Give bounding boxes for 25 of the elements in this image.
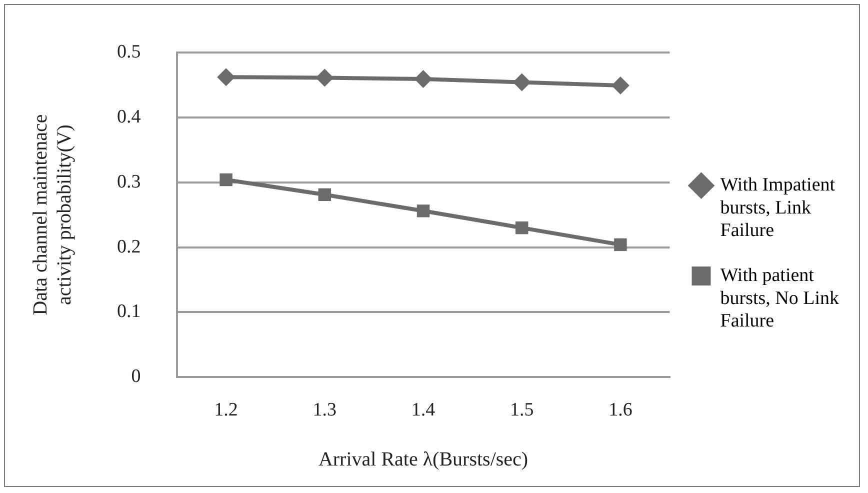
- point: [611, 76, 630, 95]
- point: [316, 68, 334, 87]
- y-tick-label: 0.1: [117, 301, 141, 322]
- y-axis-title: Data channel maintenace activity probability(V): [29, 114, 76, 316]
- y-tick-label: 0.2: [117, 236, 141, 258]
- y-tick-label: 0.4: [117, 106, 142, 128]
- y-tick-label: 0.5: [117, 41, 141, 62]
- point: [512, 73, 531, 92]
- point: [416, 204, 430, 218]
- x-tick-label: 1.6: [608, 400, 632, 421]
- x-tick-label: 1.5: [510, 400, 534, 421]
- point: [614, 238, 627, 252]
- legend-label: With Impatient bursts, Link Failure: [720, 174, 836, 242]
- x-tick-label: 1.2: [214, 400, 238, 421]
- point: [217, 68, 236, 86]
- y-tick-label: 0.3: [117, 171, 141, 192]
- x-tick-label: 1.4: [411, 400, 436, 421]
- point: [414, 70, 432, 88]
- x-tick-label: 1.3: [312, 400, 337, 421]
- point: [318, 188, 332, 202]
- point: [220, 173, 232, 186]
- point: [515, 221, 528, 234]
- x-axis-title: Arrival Rate λ(Bursts/sec): [318, 448, 528, 470]
- legend-label: With patient bursts, No Link Failure: [720, 264, 840, 332]
- y-tick-label: 0: [131, 366, 141, 388]
